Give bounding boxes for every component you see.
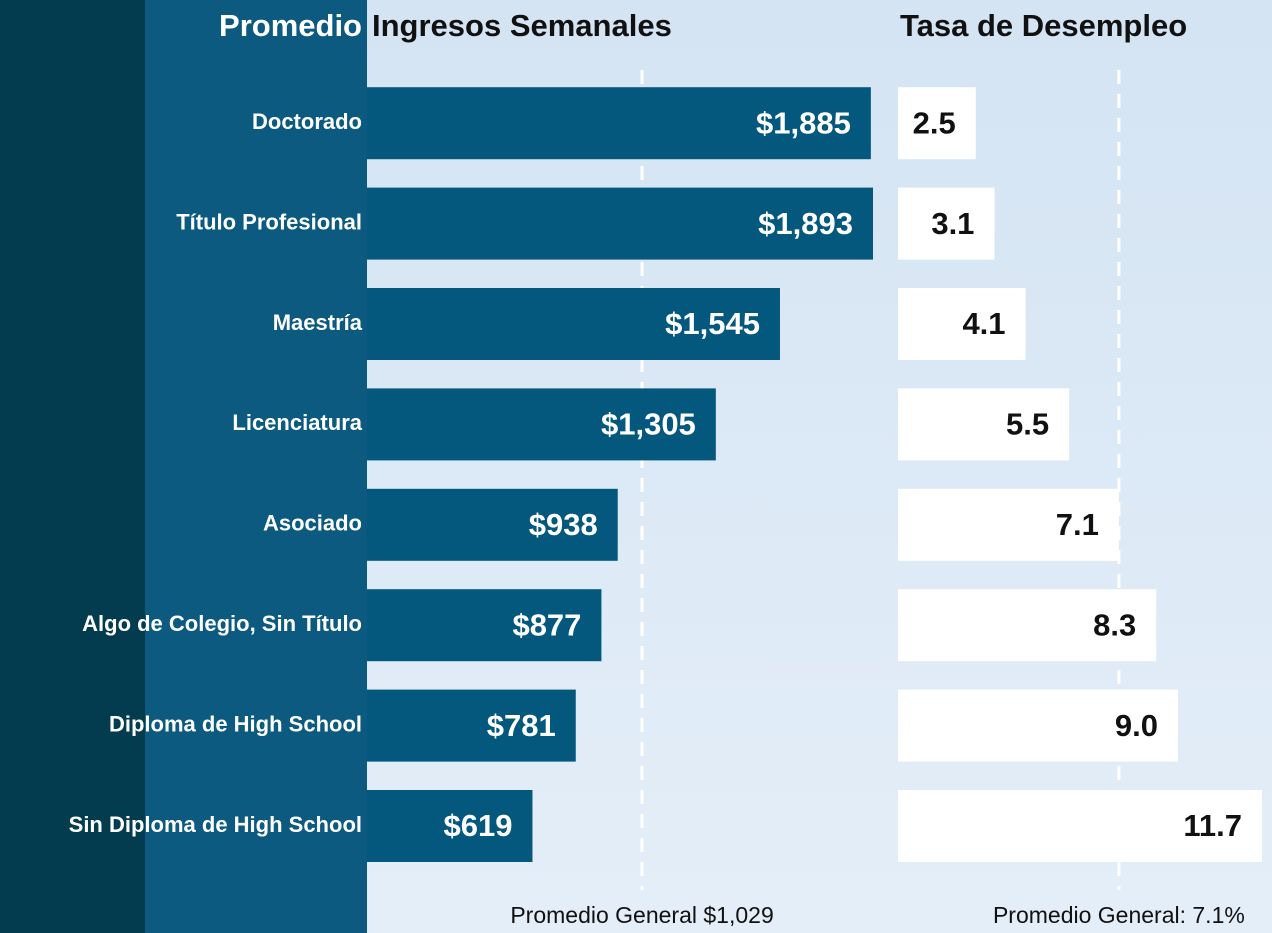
bar xyxy=(898,790,1262,862)
value-label: $1,545 xyxy=(665,306,760,341)
value-label: $1,893 xyxy=(758,206,853,241)
bar xyxy=(367,87,871,160)
value-label: 11.7 xyxy=(1183,808,1242,843)
value-label: $1,885 xyxy=(756,105,851,140)
bar xyxy=(367,187,873,260)
category-label: Doctorado xyxy=(252,109,362,134)
value-label: 5.5 xyxy=(1006,407,1049,442)
value-label: $877 xyxy=(512,607,581,642)
column-title: Ingresos Semanales xyxy=(372,8,672,43)
value-label: 3.1 xyxy=(931,206,974,241)
category-label: Sin Diploma de High School xyxy=(69,812,362,837)
category-label: Asociado xyxy=(263,511,362,536)
dark-strip xyxy=(0,0,145,933)
bar xyxy=(367,589,602,662)
value-label: 4.1 xyxy=(962,306,1005,341)
category-label: Licenciatura xyxy=(232,410,362,435)
category-label: Diploma de High School xyxy=(109,711,362,736)
label-column xyxy=(145,0,367,933)
bar xyxy=(898,288,1026,360)
category-label: Maestría xyxy=(273,310,363,335)
bar xyxy=(898,689,1178,762)
category-header: Promedio xyxy=(219,8,362,43)
bar xyxy=(367,288,780,360)
bar xyxy=(367,790,533,862)
value-label: 2.5 xyxy=(913,105,956,140)
bar xyxy=(898,87,976,160)
reference-label: Promedio General $1,029 xyxy=(510,902,773,928)
value-label: $938 xyxy=(529,507,598,542)
bar xyxy=(367,488,618,561)
column-title: Tasa de Desempleo xyxy=(900,8,1187,43)
value-label: $781 xyxy=(487,708,556,743)
value-label: 7.1 xyxy=(1056,507,1099,542)
bar xyxy=(898,187,995,260)
category-label: Algo de Colegio, Sin Título xyxy=(82,611,362,636)
value-label: $619 xyxy=(443,808,512,843)
bar xyxy=(367,689,576,762)
category-label: Título Profesional xyxy=(176,209,362,234)
bar xyxy=(367,388,716,461)
bar xyxy=(898,388,1070,461)
bar xyxy=(898,488,1119,561)
reference-label: Promedio General: 7.1% xyxy=(993,902,1245,928)
value-label: 8.3 xyxy=(1093,607,1136,642)
value-label: $1,305 xyxy=(601,407,696,442)
value-label: 9.0 xyxy=(1115,708,1158,743)
bar xyxy=(898,589,1157,662)
